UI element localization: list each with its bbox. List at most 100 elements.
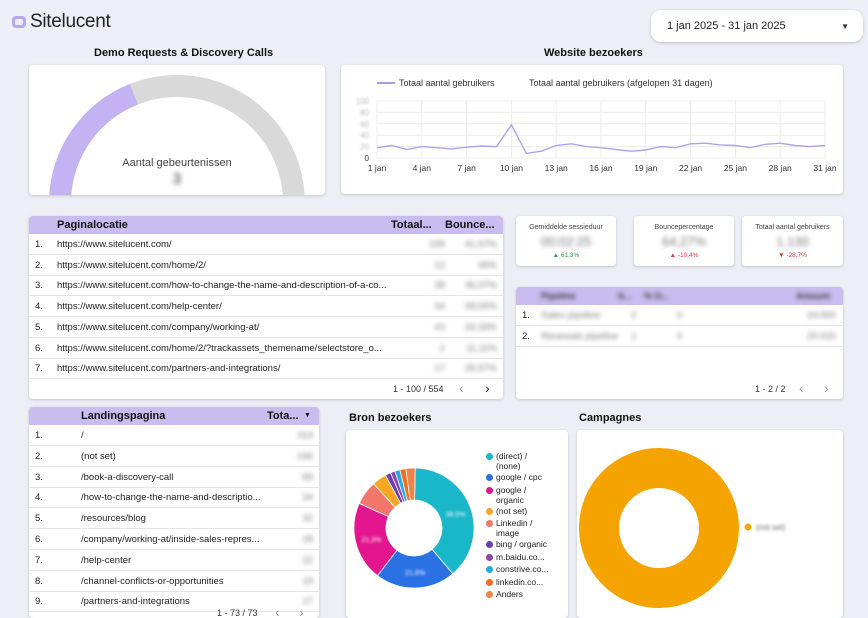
donut-slice (414, 467, 475, 575)
col-header-landing[interactable]: Landingspagina (81, 410, 166, 422)
col-header-amount[interactable]: Amount (796, 291, 830, 301)
row-url[interactable]: https://www.sitelucent.com/how-to-change… (57, 280, 387, 292)
x-tick-label: 4 jan (413, 163, 432, 173)
row-landing-page[interactable]: /book-a-discovery-call (81, 471, 174, 483)
row-number: 5. (35, 513, 43, 525)
donut-slice-label: 21,3% (361, 537, 381, 544)
table-row[interactable]: 5. https://www.sitelucent.com/company/wo… (29, 317, 503, 338)
row-number: 6. (35, 534, 43, 545)
row-landing-page[interactable]: /channel-conflicts-or-opportunities (81, 575, 224, 587)
donut-slice-label: 21,6% (405, 570, 425, 577)
row-landing-page[interactable]: /partners-and-integrations (81, 596, 190, 608)
row-number: 8. (35, 575, 43, 587)
table-row[interactable]: 7. https://www.sitelucent.com/partners-a… (29, 358, 503, 380)
legend-label: google / organic (496, 484, 527, 505)
row-landing-page[interactable]: / (81, 430, 84, 441)
x-tick-label: 13 jan (545, 163, 568, 173)
row-total: 28 (302, 534, 313, 545)
prev-page-icon[interactable]: ‹ (275, 604, 280, 618)
table-row[interactable]: 4. https://www.sitelucent.com/help-cente… (29, 296, 503, 318)
next-page-icon[interactable]: › (485, 380, 490, 396)
sitelucent-logo-icon (12, 16, 26, 28)
legend-dot (486, 474, 493, 481)
y-tick-label: 80 (360, 108, 369, 117)
sources-card-title: Bron bezoekers (349, 412, 432, 424)
table-row[interactable]: 6. /company/working-at/inside-sales-repr… (29, 529, 319, 550)
row-total: 12 (434, 259, 445, 271)
y-tick-label: 60 (360, 120, 369, 129)
y-tick-label: 40 (360, 131, 369, 140)
row-bounce: 36,07% (464, 280, 497, 292)
row-number: 3. (35, 280, 43, 292)
legend-label: Anders (496, 589, 523, 599)
campaigns-donut-card: 100% (not set) (577, 430, 843, 618)
col-header-bounce[interactable]: Bounce... (445, 219, 495, 231)
row-url[interactable]: https://www.sitelucent.com/company/worki… (57, 321, 260, 333)
table-row[interactable]: 4. /how-to-change-the-name-and-descripti… (29, 487, 319, 509)
legend-label-b: Totaal aantal gebruikers (afgelopen 31 d… (529, 78, 713, 88)
row-url[interactable]: https://www.sitelucent.com/home/2/ (57, 259, 206, 271)
row-bounce: 11,11% (466, 342, 497, 354)
row-url[interactable]: https://www.sitelucent.com/help-center/ (57, 301, 222, 313)
row-total: 199 (429, 239, 445, 250)
legend-dot (486, 541, 493, 548)
legend-dot (486, 520, 493, 527)
legend-dot (486, 578, 493, 586)
row-url[interactable]: https://www.sitelucent.com/partners-and-… (57, 363, 281, 375)
kpi-card: Gemiddelde sessieduur 00:02:25 ▲ 61,3% (516, 216, 616, 266)
next-page-icon[interactable]: › (824, 380, 829, 396)
row-url[interactable]: https://www.sitelucent.com/ (57, 239, 172, 250)
row-total: 32 (302, 513, 313, 525)
col-header-total[interactable]: Totaal... (391, 219, 432, 231)
table-row[interactable]: 1. / 313 (29, 425, 319, 446)
table-row[interactable]: 2. https://www.sitelucent.com/home/2/ 12… (29, 255, 503, 276)
prev-page-icon[interactable]: ‹ (459, 380, 464, 396)
table-row[interactable]: 1. https://www.sitelucent.com/ 199 41,57… (29, 234, 503, 255)
legend-label: (direct) / (none) (496, 451, 528, 471)
row-bounce: 33,33% (464, 321, 497, 333)
row-landing-page[interactable]: /company/working-at/inside-sales-repres.… (81, 534, 260, 545)
legend-label: constrive.co... (496, 564, 549, 574)
table-row[interactable]: 8. /channel-conflicts-or-opportunities 1… (29, 571, 319, 592)
legend-dot (486, 507, 493, 515)
table-row[interactable]: 6. https://www.sitelucent.com/home/2/?tr… (29, 338, 503, 359)
date-range-picker[interactable]: 1 jan 2025 - 31 jan 2025 ▼ (651, 10, 863, 42)
table-row[interactable]: 3. /book-a-discovery-call 89 (29, 467, 319, 488)
row-landing-page[interactable]: /resources/blog (81, 513, 146, 525)
x-tick-label: 16 jan (589, 163, 612, 173)
x-tick-label: 19 jan (634, 163, 657, 173)
row-landing-page[interactable]: /help-center (81, 554, 132, 566)
col-header-s[interactable]: S... (618, 291, 632, 301)
col-header-pipeline[interactable]: Pipeline (541, 291, 576, 301)
row-landing-page[interactable]: /how-to-change-the-name-and-descriptio..… (81, 492, 261, 504)
col-header-total[interactable]: Tota... (267, 410, 299, 422)
row-number: 2. (35, 259, 43, 271)
table-row[interactable]: 9. /partners-and-integrations 17 (29, 591, 319, 613)
col-header-pct[interactable]: % O... (644, 291, 670, 301)
table-row[interactable]: 1. Sales pipeline 2 0 24.000 (516, 305, 843, 326)
prev-page-icon[interactable]: ‹ (799, 380, 804, 396)
row-total: 38 (434, 280, 445, 292)
kpi-label: Bouncepercentage (654, 224, 714, 231)
campaign-legend-dot (744, 523, 752, 531)
date-range-value: 1 jan 2025 - 31 jan 2025 (667, 20, 786, 32)
kpi-delta: ▼ -28,7% (778, 252, 807, 259)
row-number: 2. (522, 331, 530, 342)
sort-desc-icon[interactable]: ▼ (304, 412, 311, 419)
table-row[interactable]: 3. https://www.sitelucent.com/how-to-cha… (29, 275, 503, 297)
row-number: 7. (35, 554, 43, 566)
next-page-icon[interactable]: › (299, 604, 304, 618)
legend-swatch-line (377, 82, 395, 84)
table-row[interactable]: 5. /resources/blog 32 (29, 508, 319, 530)
row-s: 2 (631, 310, 637, 321)
col-header-page[interactable]: Paginalocatie (57, 219, 128, 231)
table-row[interactable]: 2. Renewals pipeline 1 0 20.015 (516, 326, 843, 347)
row-number: 4. (35, 301, 43, 313)
demo-card-title: Demo Requests & Discovery Calls (94, 47, 274, 59)
row-landing-page[interactable]: (not set) (81, 450, 116, 462)
row-url[interactable]: https://www.sitelucent.com/home/2/?track… (57, 342, 382, 354)
table-row[interactable]: 2. (not set) 166 (29, 446, 319, 467)
table-row[interactable]: 7. /help-center 22 (29, 550, 319, 571)
visitors-line-chart: 0 20 40 60 80 100 1 jan 4 jan 7 jan 10 jan 13 jan 1… (356, 97, 837, 173)
x-tick-label: 22 jan (679, 163, 702, 173)
